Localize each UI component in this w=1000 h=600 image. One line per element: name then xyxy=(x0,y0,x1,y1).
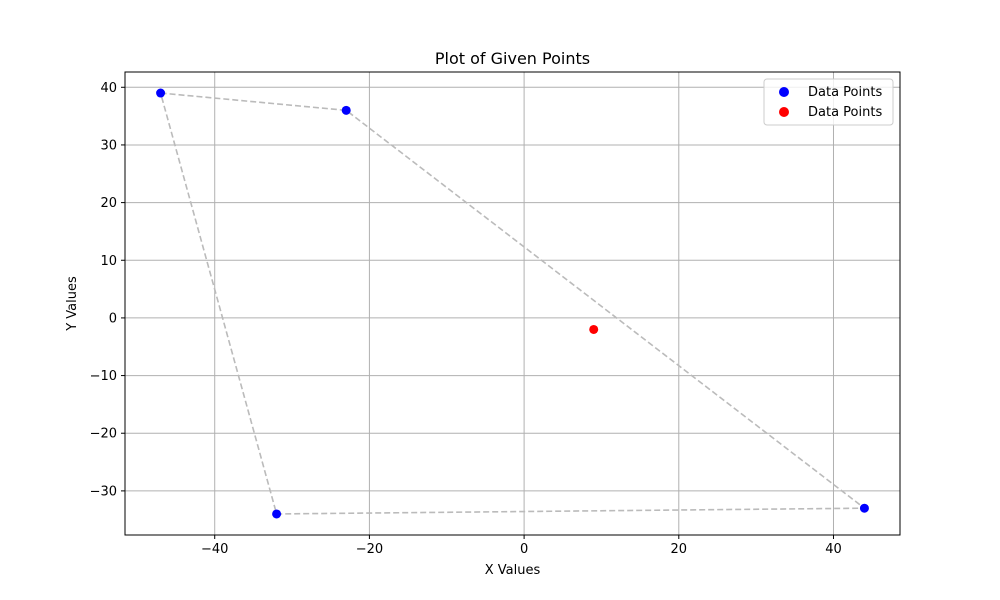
legend-marker-red xyxy=(779,107,789,117)
y-tick-label: 20 xyxy=(100,196,117,211)
data-point-blue xyxy=(341,105,351,115)
data-point-blue xyxy=(156,88,166,98)
legend-box xyxy=(763,78,894,126)
y-axis-title: Y Values xyxy=(65,276,80,332)
legend-marker-blue xyxy=(779,87,789,97)
x-tick-label: 0 xyxy=(520,542,528,557)
x-tick-label: 20 xyxy=(671,542,688,557)
x-tick-label: −20 xyxy=(356,542,383,557)
x-axis-title: X Values xyxy=(485,563,541,578)
x-tick-label: −40 xyxy=(201,542,228,557)
legend-label-1: Data Points xyxy=(808,85,882,100)
y-tick-label: −20 xyxy=(90,427,117,442)
data-point-blue xyxy=(272,509,282,519)
points-layer xyxy=(156,88,869,519)
chart-title: Plot of Given Points xyxy=(435,49,590,68)
data-point-blue xyxy=(859,503,869,513)
y-tick-label: −10 xyxy=(90,369,117,384)
legend: Data Points Data Points xyxy=(763,78,894,126)
y-tick-label: 10 xyxy=(100,254,117,269)
y-tick-label: 0 xyxy=(109,311,117,326)
ticks-layer: −40 −20 0 20 40 −30 −20 −10 0 10 20 30 40 xyxy=(90,81,842,557)
legend-label-2: Data Points xyxy=(808,105,882,120)
y-tick-label: 30 xyxy=(100,138,117,153)
grid-layer xyxy=(125,72,900,535)
y-tick-label: 40 xyxy=(100,81,117,96)
x-tick-label: 40 xyxy=(825,542,842,557)
data-point-red xyxy=(589,324,599,334)
plot-frame xyxy=(124,71,901,536)
y-tick-label: −30 xyxy=(90,484,117,499)
